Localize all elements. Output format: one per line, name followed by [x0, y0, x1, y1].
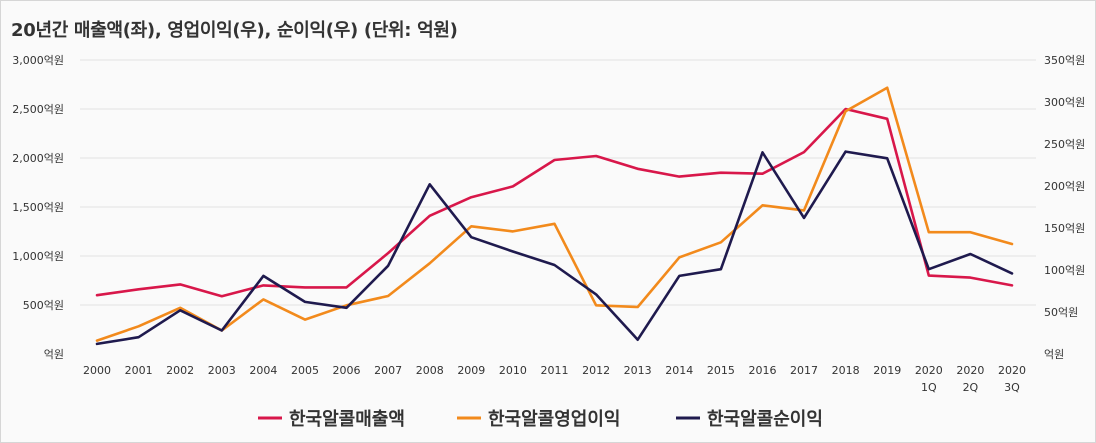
x-axis-tick-label: 2013: [624, 364, 652, 377]
x-axis-tick-label: 2014: [665, 364, 693, 377]
series-line-2: [97, 88, 1012, 341]
x-axis-tick-label: 2015: [707, 364, 735, 377]
x-axis-tick-label: 2006: [333, 364, 361, 377]
series-line-1: [97, 109, 1012, 296]
x-axis-tick-label: 2002: [166, 364, 194, 377]
left-axis-tick-label: 500억원: [23, 299, 64, 312]
x-axis-tick-label: 1Q: [921, 381, 937, 394]
x-axis-tick-label: 2003: [208, 364, 236, 377]
x-axis-tick-label: 2012: [582, 364, 610, 377]
x-axis-tick-label: 2000: [83, 364, 111, 377]
x-axis-tick-label: 2020: [998, 364, 1026, 377]
left-axis-tick-label: 1,500억원: [12, 201, 64, 214]
right-axis-tick-label: 억원: [1044, 348, 1064, 361]
x-axis-tick-label: 2009: [457, 364, 485, 377]
x-axis-tick-label: 2001: [125, 364, 153, 377]
right-axis-tick-label: 250억원: [1044, 138, 1085, 151]
legend-label: 한국알콜매출액: [289, 409, 405, 430]
x-axis-tick-label: 2017: [790, 364, 818, 377]
x-axis-tick-label: 2010: [499, 364, 527, 377]
x-axis-tick-label: 2007: [374, 364, 402, 377]
series-line-3: [97, 152, 1012, 344]
legend-label: 한국알콜순이익: [707, 409, 823, 430]
right-axis-tick-label: 200억원: [1044, 180, 1085, 193]
x-axis-tick-label: 2008: [416, 364, 444, 377]
x-axis-tick-label: 3Q: [1004, 381, 1020, 394]
right-axis-tick-label: 50억원: [1044, 306, 1078, 319]
left-axis-tick-label: 2,000억원: [12, 152, 64, 165]
right-axis-tick-label: 350억원: [1044, 54, 1085, 67]
x-axis-tick-label: 2018: [832, 364, 860, 377]
x-axis-tick-label: 2004: [249, 364, 277, 377]
left-axis-tick-label: 1,000억원: [12, 250, 64, 263]
right-axis-tick-label: 150억원: [1044, 222, 1085, 235]
x-axis-tick-label: 2016: [748, 364, 776, 377]
right-axis-tick-label: 100억원: [1044, 264, 1085, 277]
x-axis-tick-label: 2Q: [963, 381, 979, 394]
right-axis-tick-label: 300억원: [1044, 96, 1085, 109]
left-axis-tick-label: 2,500억원: [12, 103, 64, 116]
x-axis-tick-label: 2011: [541, 364, 569, 377]
line-chart: 억원 500억원 1,000억원 1,500억원 2,000억원 2,500억원 3,000…: [0, 0, 1096, 443]
x-axis-tick-label: 2020: [915, 364, 943, 377]
left-axis-tick-label: 억원: [44, 348, 64, 361]
x-axis-tick-label: 2020: [956, 364, 984, 377]
legend-label: 한국알콜영업이익: [488, 409, 620, 430]
left-axis-tick-label: 3,000억원: [12, 54, 64, 67]
x-axis-tick-label: 2019: [873, 364, 901, 377]
x-axis-tick-label: 2005: [291, 364, 319, 377]
